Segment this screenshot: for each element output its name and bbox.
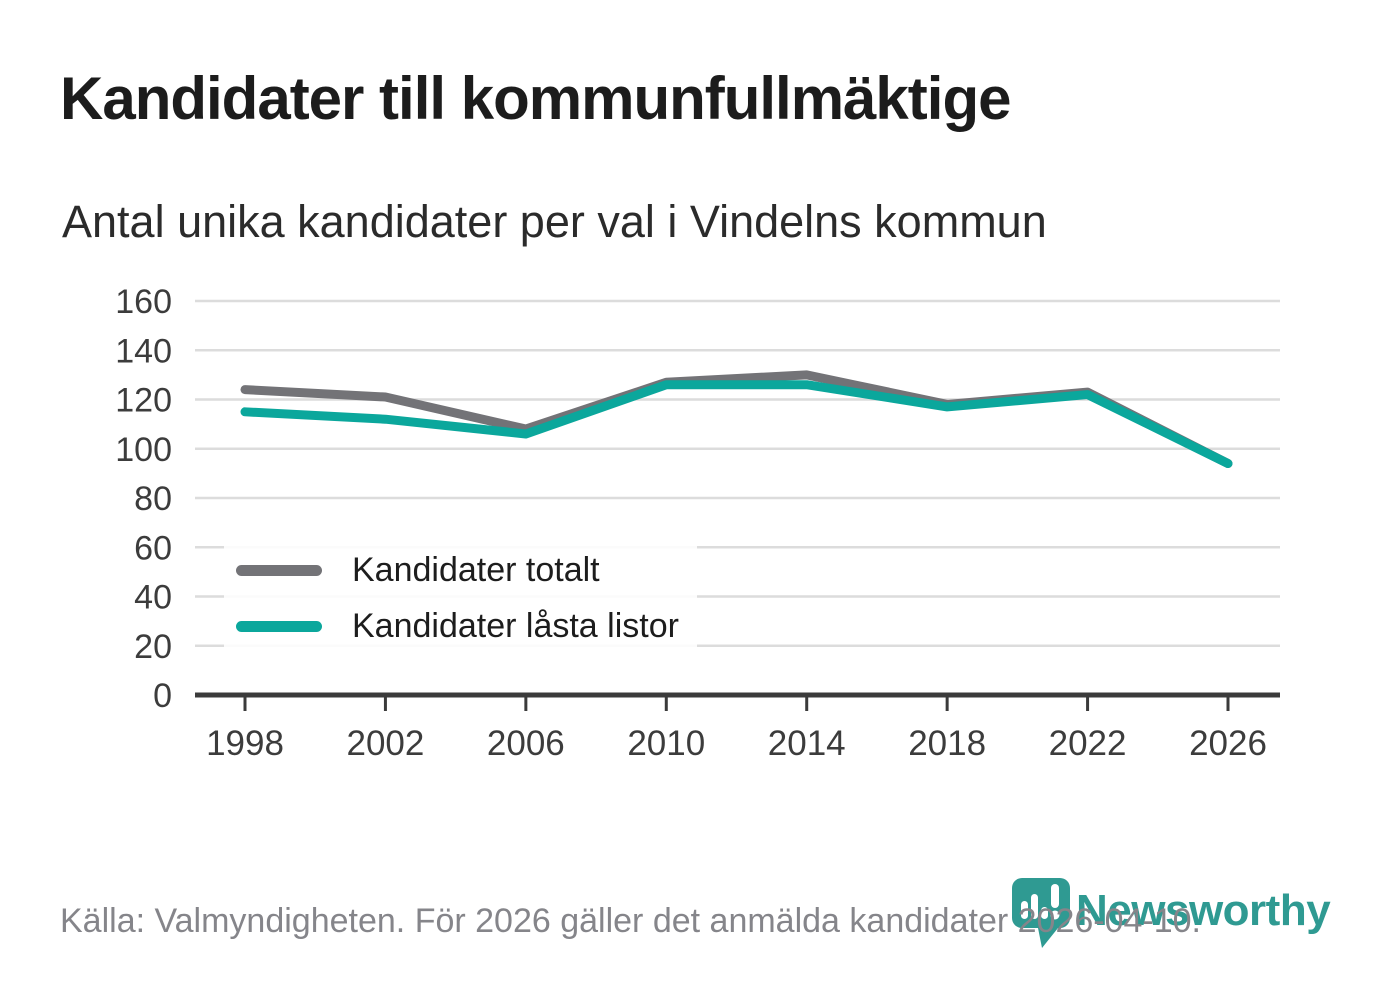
newsworthy-brand: Newsworthy	[1012, 872, 1331, 950]
y-axis-tick-label: 20	[134, 628, 172, 666]
x-axis-tick-label: 2018	[908, 724, 986, 763]
y-axis-tick-label: 100	[115, 431, 172, 469]
newsworthy-logo-icon	[1012, 878, 1070, 948]
y-axis-tick-label: 160	[115, 283, 172, 321]
chart-subtitle: Antal unika kandidater per val i Vindeln…	[62, 196, 1047, 247]
legend-label-locked-lists: Kandidater låsta listor	[352, 606, 679, 645]
x-axis-tick-label: 2022	[1049, 724, 1127, 763]
x-axis-tick-label: 1998	[206, 724, 284, 763]
page-title: Kandidater till kommunfullmäktige	[60, 65, 1011, 132]
legend-item-locked-lists: Kandidater låsta listor	[236, 604, 679, 648]
y-axis-tick-label: 140	[115, 332, 172, 370]
x-axis-tick-label: 2010	[627, 724, 705, 763]
legend-item-total: Kandidater totalt	[236, 548, 679, 592]
chart-legend: Kandidater totalt Kandidater låsta listo…	[224, 540, 697, 658]
x-axis-tick-label: 2026	[1189, 724, 1267, 763]
y-axis-tick-label: 40	[134, 579, 172, 617]
x-axis-tick-label: 2006	[487, 724, 565, 763]
legend-swatch-total	[236, 564, 322, 576]
y-axis-tick-label: 0	[153, 677, 172, 715]
y-axis-tick-label: 120	[115, 382, 172, 420]
newsworthy-wordmark: Newsworthy	[1076, 886, 1331, 935]
x-axis-tick-label: 2014	[768, 724, 846, 763]
legend-swatch-locked-lists	[236, 620, 322, 632]
x-axis-tick-label: 2002	[346, 724, 424, 763]
legend-label-total: Kandidater totalt	[352, 550, 600, 589]
source-note: Källa: Valmyndigheten. För 2026 gäller d…	[60, 902, 1201, 940]
y-axis-tick-label: 80	[134, 480, 172, 518]
series-line-1	[240, 380, 1233, 469]
y-axis-tick-label: 60	[134, 529, 172, 567]
